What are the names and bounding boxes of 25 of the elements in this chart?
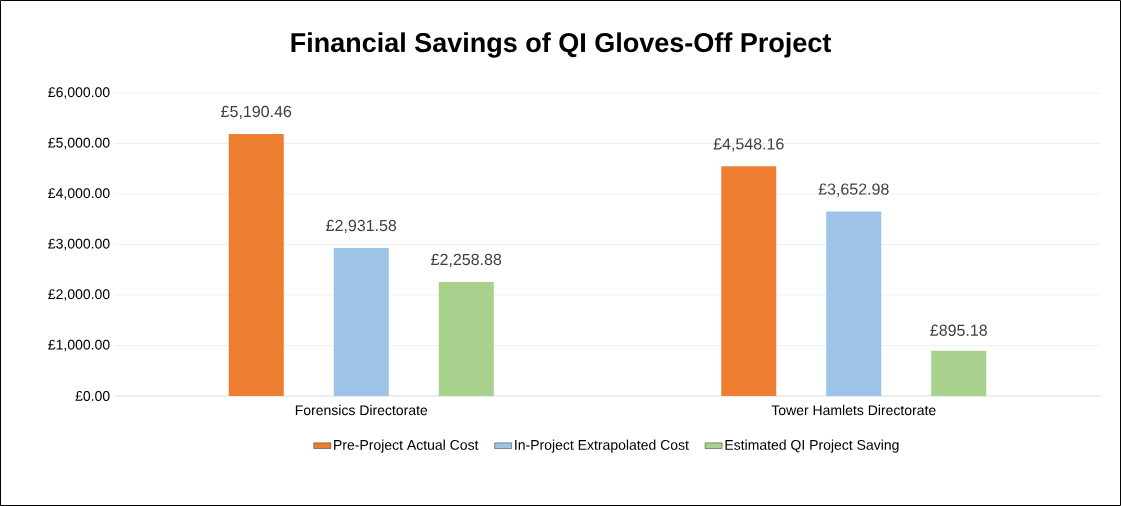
y-tick-label: £6,000.00: [48, 87, 110, 99]
data-label: £5,190.46: [221, 105, 292, 120]
y-tick-label: £0.00: [75, 391, 110, 401]
x-tick-label: Forensics Directorate: [295, 404, 428, 416]
legend-label: Pre-Project Actual Cost: [334, 439, 479, 453]
data-label: £2,931.58: [326, 219, 397, 234]
data-label: £3,652.98: [818, 183, 889, 197]
y-tick-label: £3,000.00: [48, 238, 110, 251]
bar: [931, 350, 987, 396]
y-tick-label: £4,000.00: [48, 188, 110, 200]
x-tick-label: Tower Hamlets Directorate: [771, 404, 936, 416]
bar: [826, 211, 882, 396]
y-tick-label: £2,000.00: [48, 289, 110, 301]
legend-label: Estimated QI Project Saving: [725, 439, 899, 453]
data-label: £4,548.16: [713, 138, 784, 152]
bar: [333, 247, 389, 396]
data-label: £895.18: [930, 324, 987, 336]
bar: [228, 133, 284, 396]
y-tick-label: £5,000.00: [48, 137, 110, 150]
bar: [721, 166, 777, 396]
legend-label: In-Project Extrapolated Cost: [515, 439, 689, 453]
y-tick-label: £1,000.00: [48, 339, 110, 352]
bar: [438, 281, 494, 396]
chart-title: Financial Savings of QI Gloves-Off Project: [291, 32, 832, 58]
data-label: £2,258.88: [431, 253, 502, 268]
